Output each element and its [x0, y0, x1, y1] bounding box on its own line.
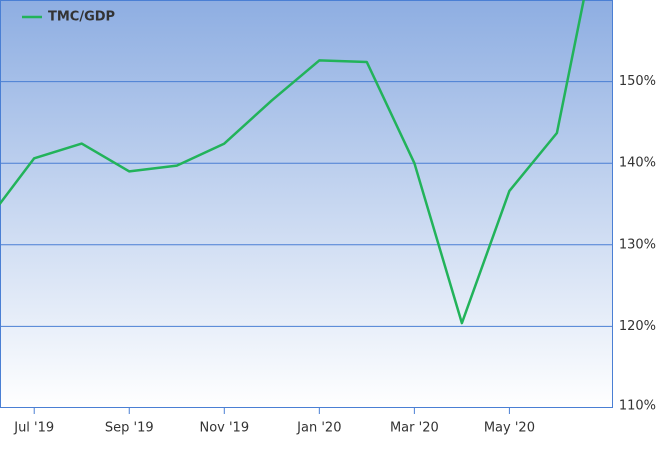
- x-tick-label: May '20: [484, 421, 535, 436]
- x-tick-label: Jul '19: [13, 421, 54, 436]
- y-tick-label: 110%: [619, 399, 656, 414]
- y-tick-label: 120%: [619, 319, 656, 334]
- plot-area: [0, 0, 613, 408]
- x-tick-label: Sep '19: [105, 421, 154, 436]
- y-tick-label: 140%: [619, 156, 656, 171]
- x-tick-label: Mar '20: [390, 421, 439, 436]
- x-tick-label: Jan '20: [296, 421, 341, 436]
- data-line: [0, 0, 585, 325]
- legend-label: TMC/GDP: [48, 10, 115, 25]
- x-tick-label: Nov '19: [199, 421, 249, 436]
- y-tick-label: 150%: [619, 74, 656, 89]
- y-tick-label: 130%: [619, 237, 656, 252]
